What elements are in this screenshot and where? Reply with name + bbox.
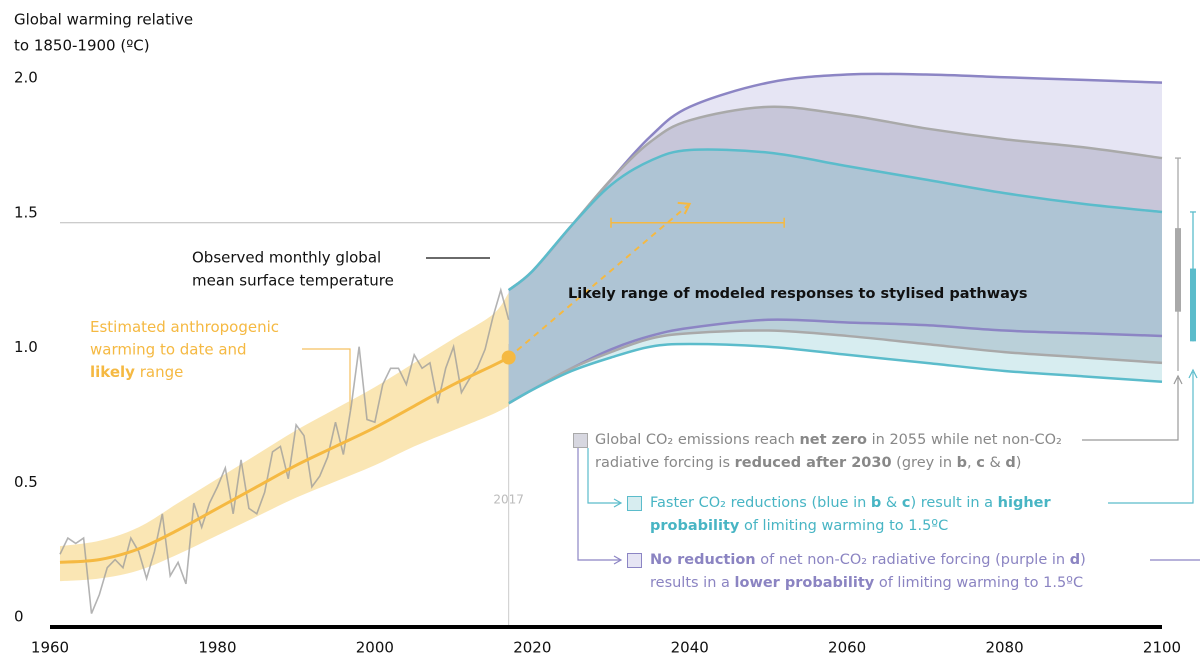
legend-entry: Global CO₂ emissions reach net zero in 2… bbox=[595, 429, 1062, 475]
y-tick-label: 0.5 bbox=[14, 473, 38, 491]
marker-label: 2017 bbox=[493, 493, 524, 507]
y-axis-label: Global warming relative bbox=[14, 11, 193, 29]
legend-line: Faster CO₂ reductions (blue in b & c) re… bbox=[650, 492, 1051, 515]
legend-text: ) bbox=[1080, 552, 1086, 568]
projection-arrow bbox=[677, 201, 692, 215]
band-fill bbox=[508, 73, 1163, 404]
band-edge bbox=[508, 329, 1163, 405]
legend-entry: Faster CO₂ reductions (blue in b & c) re… bbox=[650, 492, 1051, 538]
anthropogenic-annotation: likely range bbox=[90, 363, 183, 381]
current-point bbox=[501, 350, 516, 365]
x-tick-label: 2040 bbox=[671, 639, 709, 657]
connector bbox=[1108, 372, 1194, 504]
x-tick-label: 2100 bbox=[1143, 639, 1181, 657]
legend-text: in 2055 while net non-CO₂ bbox=[867, 432, 1062, 448]
legend-line: results in a lower probability of limiti… bbox=[650, 572, 1086, 595]
legend-text: c bbox=[901, 495, 911, 511]
arrowhead bbox=[613, 498, 623, 508]
y-tick-label: 0 bbox=[14, 608, 24, 626]
legend-text: reduced after 2030 bbox=[734, 455, 892, 471]
range-box bbox=[1175, 228, 1181, 312]
legend-text: Faster CO₂ reductions (blue in bbox=[650, 495, 871, 511]
legend-swatch bbox=[627, 553, 642, 568]
anthropogenic-annotation: Estimated anthropogenic bbox=[90, 318, 279, 336]
legend-text: b bbox=[870, 495, 882, 511]
connector bbox=[587, 448, 620, 504]
y-axis-label: to 1850-1900 (ºC) bbox=[14, 37, 150, 55]
x-tick-label: 2020 bbox=[513, 639, 551, 657]
legend-text: & bbox=[881, 495, 902, 511]
legend-swatch bbox=[627, 496, 642, 511]
legend-text: of limiting warming to 1.5ºC bbox=[739, 518, 949, 534]
annotation-part: likely bbox=[90, 363, 135, 381]
x-tick-label: 1960 bbox=[31, 639, 69, 657]
observed-line bbox=[59, 287, 510, 614]
legend-swatch bbox=[573, 433, 588, 448]
legend-text: d bbox=[1069, 552, 1081, 568]
x-tick-label: 1980 bbox=[198, 639, 236, 657]
range-box bbox=[1190, 268, 1196, 342]
legend-text: ) result in a bbox=[910, 495, 998, 511]
legend-text: radiative forcing is bbox=[595, 455, 735, 471]
annotation-part: Estimated anthropogenic bbox=[90, 318, 279, 336]
legend-text: Global CO₂ emissions reach bbox=[595, 432, 800, 448]
legend-text: lower probability bbox=[734, 575, 875, 591]
legend-text: of net non-CO₂ radiative forcing (purple… bbox=[755, 552, 1070, 568]
x-tick-label: 2060 bbox=[828, 639, 866, 657]
legend-text: , bbox=[967, 455, 977, 471]
connector bbox=[302, 348, 351, 410]
legend-text: No reduction bbox=[650, 552, 756, 568]
legend-text: & bbox=[984, 455, 1006, 471]
legend-entry: No reduction of net non-CO₂ radiative fo… bbox=[650, 549, 1086, 595]
legend-line: radiative forcing is reduced after 2030 … bbox=[595, 452, 1062, 475]
legend-text: (grey in bbox=[891, 455, 957, 471]
legend-text: c bbox=[976, 455, 985, 471]
annotation-part: warming to date and bbox=[90, 340, 247, 358]
legend-text: probability bbox=[650, 518, 740, 534]
legend-text: net zero bbox=[799, 432, 868, 448]
band-fill bbox=[508, 149, 1163, 404]
legend-text: b bbox=[956, 455, 968, 471]
legend-line: Global CO₂ emissions reach net zero in 2… bbox=[595, 429, 1062, 452]
legend-title: Likely range of modeled responses to sty… bbox=[568, 286, 1028, 302]
observed-annotation: Observed monthly global bbox=[192, 249, 381, 267]
band-edge bbox=[508, 342, 1163, 405]
y-tick-label: 1.5 bbox=[14, 203, 38, 221]
legend-text: of limiting warming to 1.5ºC bbox=[874, 575, 1084, 591]
legend-text: results in a bbox=[650, 575, 735, 591]
y-tick-label: 2.0 bbox=[14, 69, 38, 87]
legend-text: ) bbox=[1015, 455, 1022, 471]
arrowhead bbox=[613, 555, 623, 565]
arrowhead bbox=[1188, 368, 1198, 379]
arrowhead bbox=[1173, 374, 1183, 385]
anthropogenic-line bbox=[59, 356, 510, 564]
legend-line: No reduction of net non-CO₂ radiative fo… bbox=[650, 549, 1086, 572]
connector bbox=[577, 448, 620, 561]
anthropogenic-annotation: warming to date and bbox=[90, 340, 247, 358]
legend-text: higher bbox=[997, 495, 1051, 511]
likely-range bbox=[60, 292, 509, 582]
annotation-part: range bbox=[135, 363, 183, 381]
x-tick-label: 2080 bbox=[985, 639, 1023, 657]
y-tick-label: 1.0 bbox=[14, 338, 38, 356]
legend-line: probability of limiting warming to 1.5ºC bbox=[650, 515, 1051, 538]
observed-annotation: mean surface temperature bbox=[192, 272, 394, 290]
band-edge bbox=[507, 148, 1163, 292]
connector bbox=[1082, 378, 1179, 441]
x-tick-label: 2000 bbox=[356, 639, 394, 657]
legend-text: d bbox=[1005, 455, 1016, 471]
